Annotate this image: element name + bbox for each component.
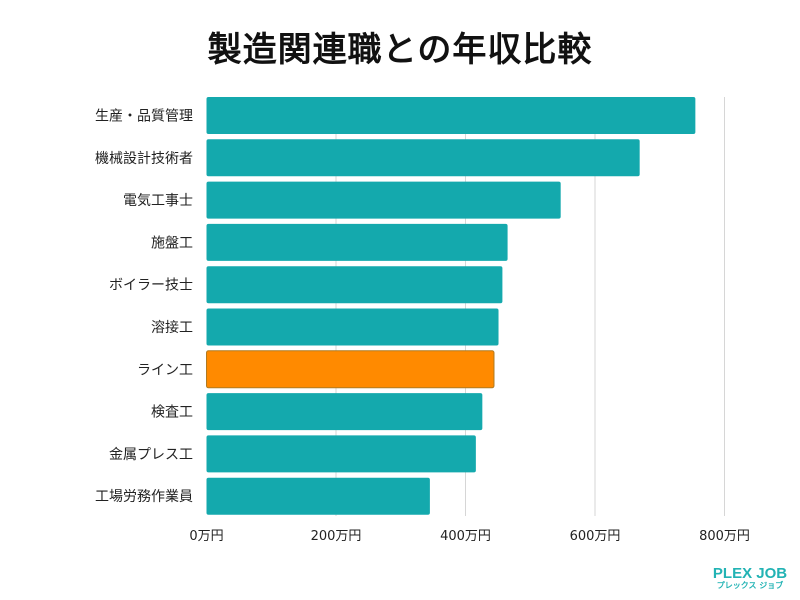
bar — [206, 350, 495, 389]
x-tick-label: 600万円 — [570, 529, 621, 544]
bar — [206, 181, 561, 219]
y-tick-label: 機械設計技術者 — [95, 151, 193, 167]
y-tick-label: 検査工 — [151, 405, 193, 421]
bar — [206, 223, 508, 261]
bar — [206, 266, 503, 304]
x-tick-label: 0万円 — [189, 529, 223, 544]
x-tick-label: 800万円 — [699, 529, 750, 544]
logo-text: PLEX JOB — [712, 565, 788, 582]
plex-job-logo: PLEX JOB プレックス ジョブ — [705, 566, 795, 591]
x-tick-label: 200万円 — [311, 529, 362, 544]
bar — [206, 139, 640, 177]
y-tick-label: 工場労務作業員 — [95, 489, 193, 505]
y-tick-label: 電気工事士 — [123, 193, 193, 209]
chart-title: 製造関連職との年収比較 — [207, 30, 593, 70]
bar — [206, 393, 483, 431]
bar — [206, 477, 430, 515]
x-tick-label: 400万円 — [440, 529, 491, 544]
y-tick-label: ライン工 — [137, 362, 193, 378]
y-tick-label: 生産・品質管理 — [95, 109, 193, 125]
bar — [206, 435, 476, 473]
bar — [206, 97, 696, 134]
y-tick-label: 施盤工 — [151, 235, 193, 251]
bar — [206, 308, 499, 346]
logo-subtext: プレックス ジョブ — [716, 581, 784, 590]
y-tick-label: ボイラー技士 — [109, 278, 193, 294]
y-tick-label: 金属プレス工 — [109, 447, 193, 463]
y-tick-label: 溶接工 — [151, 319, 193, 336]
